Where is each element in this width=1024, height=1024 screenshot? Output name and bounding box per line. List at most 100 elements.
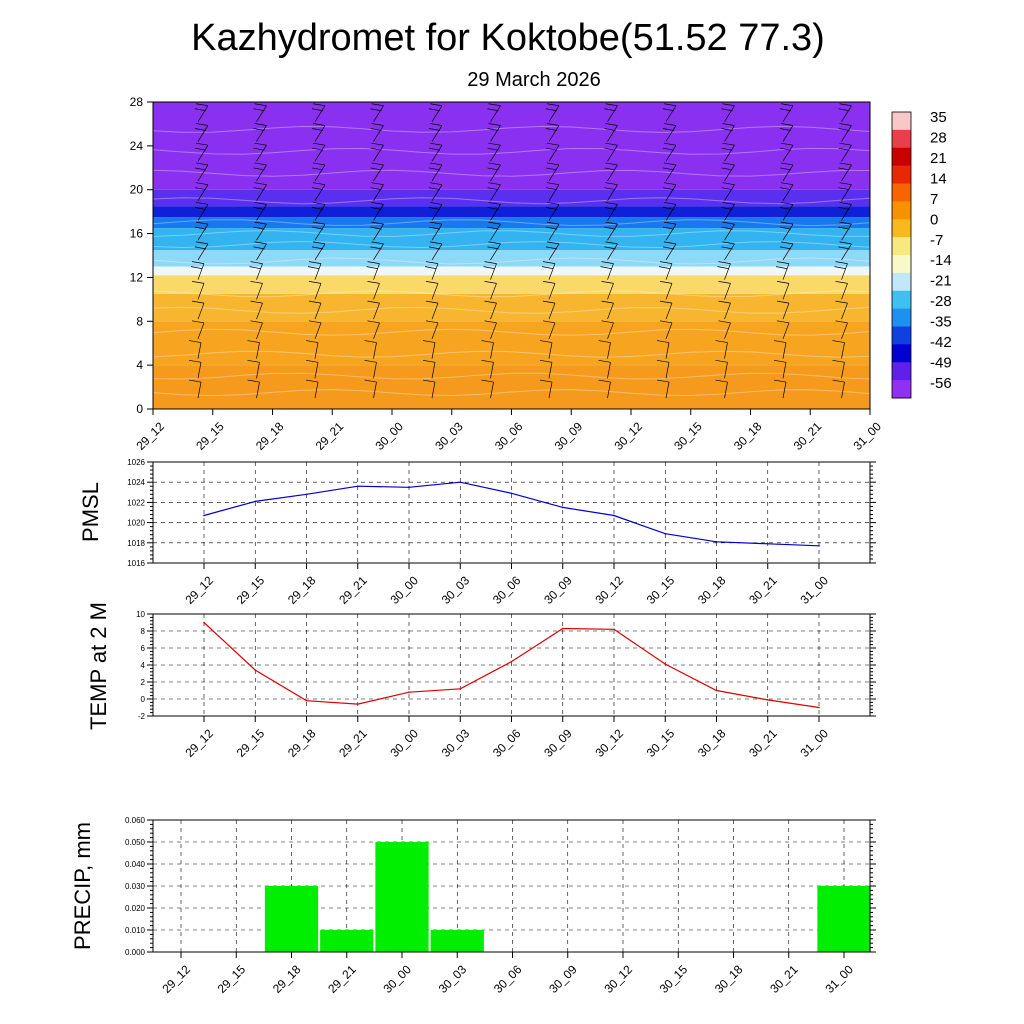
wind-barb xyxy=(548,381,553,399)
wind-barb xyxy=(490,223,501,241)
wind-barb xyxy=(724,125,735,142)
cross-band-0 xyxy=(153,365,870,409)
wind-barb xyxy=(431,145,443,162)
series-point-29_21 xyxy=(356,485,359,488)
ytick-label: 0.060 xyxy=(125,816,146,825)
ytick-label: 1022 xyxy=(127,498,145,507)
xtick-label: 30_21 xyxy=(746,573,780,607)
wind-barb xyxy=(256,105,267,122)
chart-title: Kazhydromet for Koktobe(51.52 77.3) xyxy=(191,17,825,59)
wind-barb xyxy=(197,125,209,142)
xtick-label: 30_12 xyxy=(601,962,635,996)
series-point-30_06 xyxy=(510,492,513,495)
series-point-29_15 xyxy=(254,500,257,503)
xtick-label: 29_15 xyxy=(215,962,249,996)
wind-barb-flag xyxy=(370,108,382,112)
wind-barb-flag xyxy=(191,300,205,304)
wind-barb xyxy=(841,125,852,142)
wind-barb-flag xyxy=(247,379,260,383)
series-point-30_03 xyxy=(459,688,462,690)
wind-barb-flag xyxy=(311,246,324,250)
wind-barb-flag xyxy=(718,300,731,304)
cross-xtick-label: 29_18 xyxy=(253,419,287,453)
wind-barb xyxy=(841,223,852,241)
wind-barb-flag xyxy=(487,167,499,171)
wind-barb-flag xyxy=(539,340,553,343)
wind-barb-flag xyxy=(254,241,267,245)
wind-barb-flag xyxy=(370,226,382,230)
wind-barb xyxy=(548,223,560,241)
wind-barb xyxy=(665,125,677,142)
wind-barb-flag xyxy=(545,167,558,171)
wind-barb-flag xyxy=(718,320,731,324)
wind-barb-flag xyxy=(250,281,263,284)
xtick-label: 30_12 xyxy=(592,726,626,760)
wind-barb xyxy=(724,302,731,320)
wind-barb-flag xyxy=(663,202,677,205)
wind-barb-flag xyxy=(253,207,265,210)
wind-barb-flag xyxy=(484,281,497,284)
wind-barb-flag xyxy=(663,241,677,245)
cross-band-8 xyxy=(153,206,870,218)
wind-barb-flag xyxy=(600,266,612,269)
precip-panel: 0.000 0.010 0.020 0.030 0.040 0.050 0.060 29_12… xyxy=(70,816,876,996)
wind-barb-flag xyxy=(715,359,728,363)
wind-barb xyxy=(607,302,614,320)
wind-barb xyxy=(724,381,728,399)
wind-barb-flag xyxy=(428,167,441,171)
wind-barb-flag xyxy=(605,182,618,186)
xtick-label: 30_09 xyxy=(546,962,580,996)
wind-barb xyxy=(373,342,377,359)
wind-barb-flag xyxy=(662,128,675,131)
wind-barb xyxy=(607,381,611,399)
wind-barb xyxy=(314,243,326,261)
wind-barb-flag xyxy=(773,340,787,343)
wind-barb-flag xyxy=(546,162,560,166)
series-point-30_03 xyxy=(459,481,462,484)
wind-barb xyxy=(607,223,618,241)
colorbar-label: 28 xyxy=(930,129,947,146)
wind-barb-flag xyxy=(835,320,848,324)
wind-barb-flag xyxy=(604,128,616,131)
wind-barb-flag xyxy=(311,187,324,191)
wind-barb xyxy=(373,184,384,201)
wind-barb xyxy=(373,204,384,221)
wind-barb-flag xyxy=(253,147,265,151)
xtick-label: 30_06 xyxy=(490,726,524,760)
wind-barb-flag xyxy=(779,226,792,230)
wind-barb-flag xyxy=(488,142,501,146)
wind-barb-flag xyxy=(194,207,207,210)
precip-bar-29_18 xyxy=(264,886,319,952)
wind-barb-flag xyxy=(722,123,735,126)
wind-barb xyxy=(724,362,728,379)
cross-band-2 xyxy=(153,293,870,322)
wind-barb-flag xyxy=(722,162,735,166)
xtick-label: 29_12 xyxy=(182,726,216,760)
wind-barb-flag xyxy=(247,340,260,343)
wind-barb-flag xyxy=(773,379,787,383)
wind-barb xyxy=(373,381,377,399)
wind-barb-flag xyxy=(779,128,792,131)
wind-barb-flag xyxy=(488,182,501,186)
colorbar-swatch-6 xyxy=(892,219,911,238)
wind-barb-flag xyxy=(838,226,850,230)
wind-barb-flag xyxy=(429,103,443,107)
wind-barb-flag xyxy=(835,300,848,304)
wind-barb xyxy=(841,243,852,261)
colorbar-swatch-15 xyxy=(892,380,911,399)
wind-barb-flag xyxy=(721,226,733,230)
wind-barb xyxy=(724,283,731,300)
series-point-31_00 xyxy=(818,706,820,709)
wind-barb-flag xyxy=(429,142,443,146)
wind-barb xyxy=(490,105,501,122)
wind-barb-flag xyxy=(312,123,326,126)
wind-barb-flag xyxy=(656,359,670,363)
wind-barb-flag xyxy=(367,281,380,284)
wind-barb xyxy=(548,322,556,339)
ytick-label: 1018 xyxy=(127,539,145,548)
wind-barb-flag xyxy=(195,103,209,107)
wind-barb-flag xyxy=(604,207,616,210)
wind-barb-flag xyxy=(312,162,326,166)
ytick-label: 1026 xyxy=(127,458,145,467)
wind-barb-flag xyxy=(425,300,439,304)
